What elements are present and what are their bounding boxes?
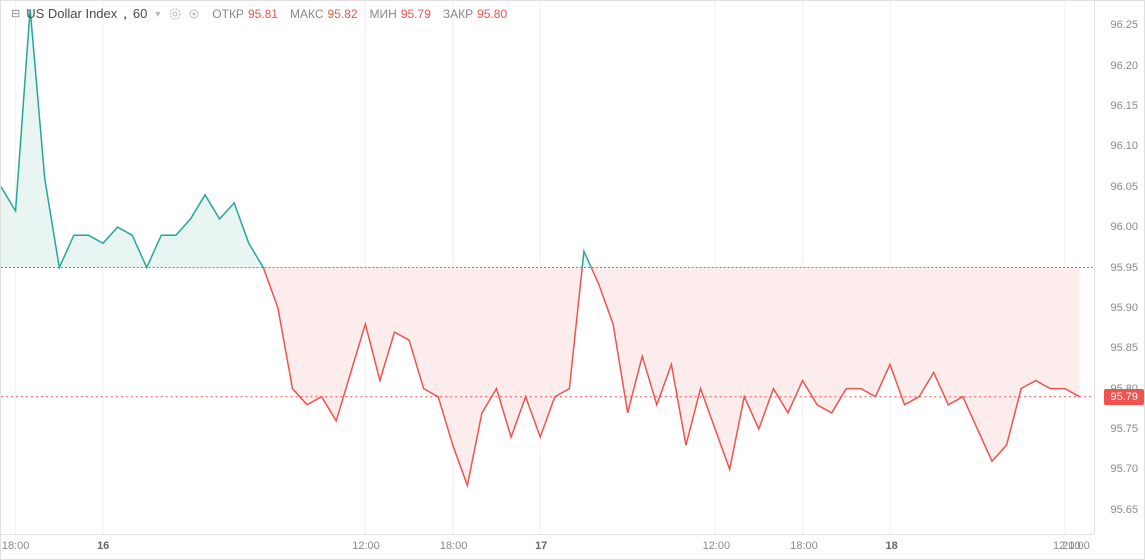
x-axis[interactable]: 18:001612:0018:001712:0018:001812:0021:0… bbox=[1, 534, 1094, 559]
open-value: 95.81 bbox=[248, 7, 278, 21]
high-label: МАКС bbox=[290, 7, 324, 21]
y-tick: 95.65 bbox=[1110, 504, 1138, 516]
y-tick: 96.00 bbox=[1110, 221, 1138, 233]
current-price-badge: 95.79 bbox=[1104, 389, 1144, 405]
separator: , bbox=[123, 6, 127, 21]
x-tick: 18:00 bbox=[440, 540, 468, 552]
chart-container: ⊟ US Dollar Index , 60 ▼ ОТКР 95.81 МАКС… bbox=[0, 0, 1145, 560]
x-tick: 21:00 bbox=[1062, 540, 1090, 552]
y-tick: 95.70 bbox=[1110, 463, 1138, 475]
open-label: ОТКР bbox=[212, 7, 244, 21]
y-axis[interactable]: 95.79 95.6595.7095.7595.8095.8595.9095.9… bbox=[1094, 1, 1144, 534]
x-tick: 12:00 bbox=[352, 540, 380, 552]
x-tick: 12:00 bbox=[703, 540, 731, 552]
low-label: МИН bbox=[370, 7, 397, 21]
visibility-icon[interactable] bbox=[168, 7, 181, 20]
x-tick: 16 bbox=[97, 540, 109, 552]
plot-area[interactable] bbox=[1, 1, 1094, 534]
y-tick: 96.20 bbox=[1110, 60, 1138, 72]
chevron-down-icon[interactable]: ▼ bbox=[153, 9, 162, 19]
low-value: 95.79 bbox=[401, 7, 431, 21]
x-tick: 18 bbox=[885, 540, 897, 552]
y-tick: 95.85 bbox=[1110, 342, 1138, 354]
collapse-icon[interactable]: ⊟ bbox=[11, 7, 20, 20]
x-tick: 18:00 bbox=[2, 540, 30, 552]
high-value: 95.82 bbox=[328, 7, 358, 21]
close-value: 95.80 bbox=[477, 7, 507, 21]
y-tick: 96.15 bbox=[1110, 100, 1138, 112]
y-tick: 96.25 bbox=[1110, 19, 1138, 31]
interval-label[interactable]: 60 bbox=[133, 6, 147, 21]
y-tick: 96.10 bbox=[1110, 140, 1138, 152]
ohlc-group: ОТКР 95.81 МАКС 95.82 МИН 95.79 ЗАКР 95.… bbox=[212, 7, 515, 21]
y-tick: 96.05 bbox=[1110, 181, 1138, 193]
y-tick: 95.95 bbox=[1110, 262, 1138, 274]
chart-svg bbox=[1, 1, 1094, 534]
x-tick: 18:00 bbox=[790, 540, 818, 552]
chart-header: ⊟ US Dollar Index , 60 ▼ ОТКР 95.81 МАКС… bbox=[11, 6, 515, 21]
y-tick: 95.90 bbox=[1110, 302, 1138, 314]
symbol-name[interactable]: US Dollar Index bbox=[26, 6, 117, 21]
y-tick: 95.75 bbox=[1110, 423, 1138, 435]
close-label: ЗАКР bbox=[443, 7, 473, 21]
x-tick: 17 bbox=[535, 540, 547, 552]
settings-icon[interactable] bbox=[187, 7, 200, 20]
